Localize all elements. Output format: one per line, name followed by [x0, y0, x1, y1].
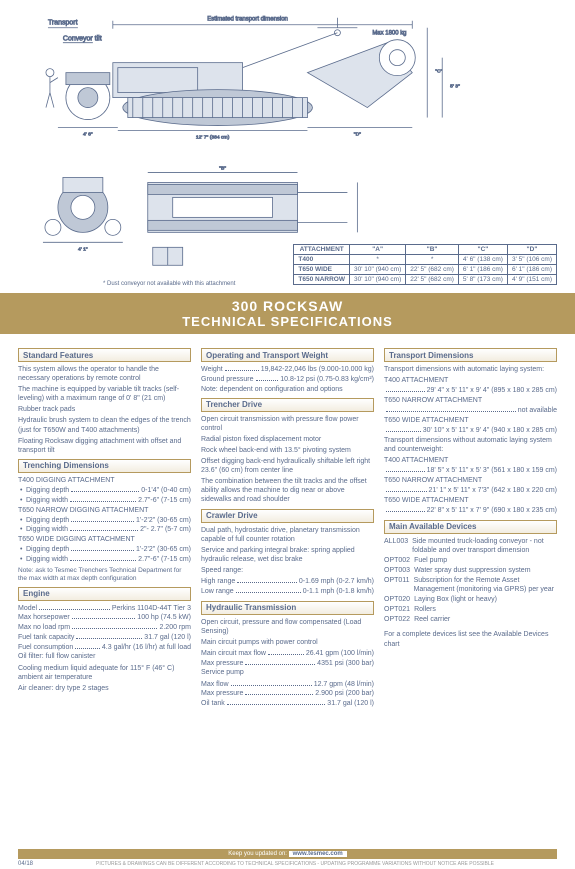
column-3: Transport Dimensions Transport dimension…	[384, 344, 557, 709]
svg-text:Transport: Transport	[48, 20, 78, 27]
crawler-head: Crawler Drive	[201, 509, 374, 523]
hydraulic-head: Hydraulic Transmission	[201, 601, 374, 615]
trencher-head: Trencher Drive	[201, 398, 374, 412]
column-1: Standard Features This system allows the…	[18, 344, 191, 709]
devices-head: Main Available Devices	[384, 520, 557, 534]
svg-text:4' 1": 4' 1"	[78, 246, 88, 252]
svg-text:Estimated transport dimension: Estimated transport dimension	[207, 17, 288, 23]
technical-drawing: Transport Conveyor tilt	[18, 10, 557, 285]
attachment-table: ATTACHMENT "A" "B" "C" "D" T400**4' 6" (…	[293, 244, 557, 285]
opweight-head: Operating and Transport Weight	[201, 348, 374, 362]
svg-text:"D": "D"	[354, 132, 361, 138]
engine-head: Engine	[18, 587, 191, 601]
svg-text:5' 3": 5' 3"	[450, 84, 460, 90]
svg-text:"B": "B"	[219, 165, 226, 171]
title-band: 300 ROCKSAW TECHNICAL SPECIFICATIONS	[0, 293, 575, 334]
footer-date: 04/18	[18, 861, 33, 867]
column-2: Operating and Transport Weight Weight19,…	[201, 344, 374, 709]
svg-text:4' 6": 4' 6"	[83, 132, 93, 138]
svg-text:"C": "C"	[435, 69, 442, 75]
footer: Keep you updated on: www.tesmec.com 04/1…	[18, 849, 557, 869]
trenching-head: Trenching Dimensions	[18, 459, 191, 473]
svg-text:Conveyor tilt: Conveyor tilt	[63, 36, 102, 43]
transport-head: Transport Dimensions	[384, 348, 557, 362]
svg-text:Max 1800 kg: Max 1800 kg	[372, 31, 406, 37]
drawing-disclaimer: * Dust conveyor not available with this …	[103, 281, 235, 287]
standard-features-head: Standard Features	[18, 348, 191, 362]
svg-text:12' 7" (384 cm): 12' 7" (384 cm)	[196, 135, 230, 141]
